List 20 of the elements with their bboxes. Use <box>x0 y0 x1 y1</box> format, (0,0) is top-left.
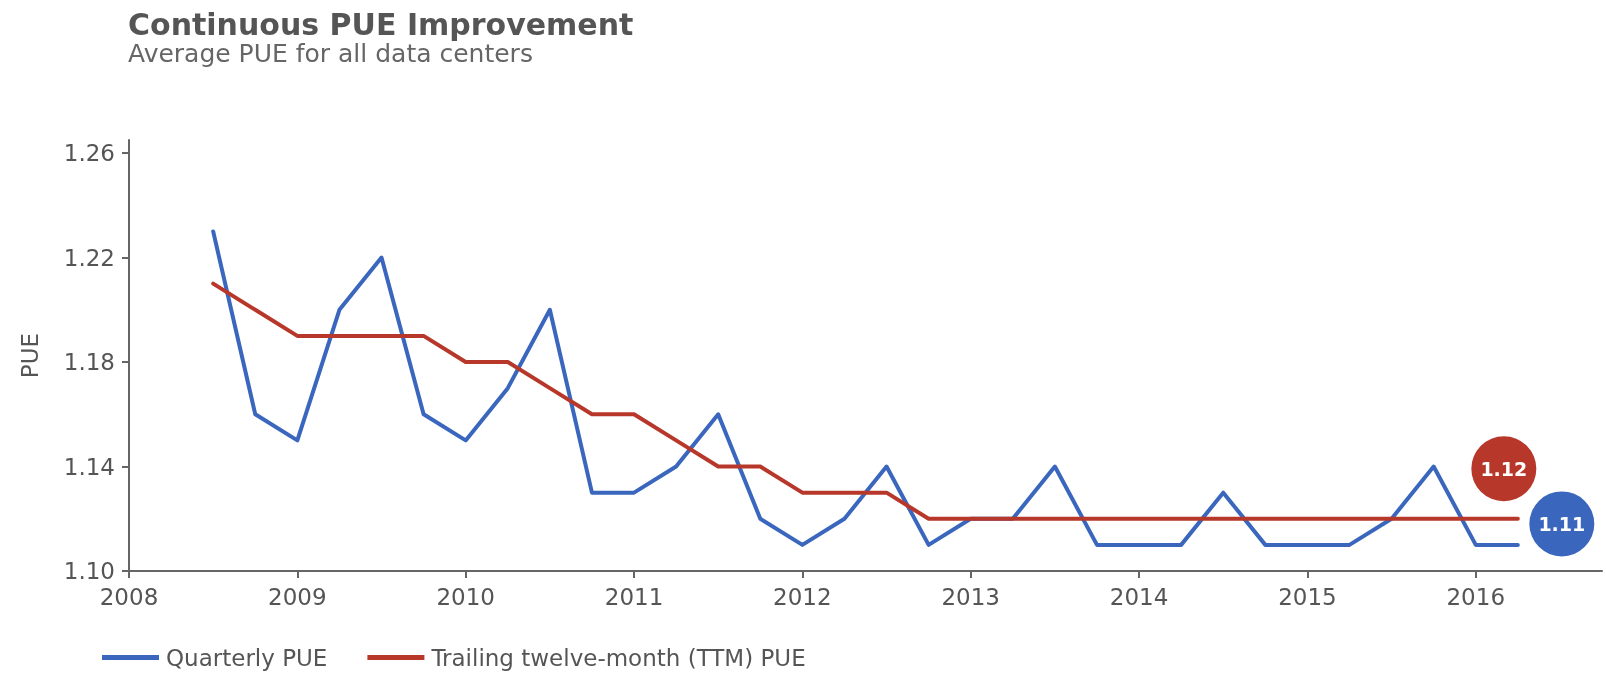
y-tick-label: 1.22 <box>63 244 115 271</box>
x-tick-label: 2010 <box>436 583 495 610</box>
data-label: 1.11 <box>1538 512 1586 535</box>
legend-label: Trailing twelve-month (TTM) PUE <box>430 644 806 671</box>
x-tick-label: 2014 <box>1109 583 1169 610</box>
x-tick-label: 2011 <box>604 583 664 610</box>
y-tick-label: 1.14 <box>63 453 115 480</box>
x-tick-label: 2015 <box>1278 583 1337 610</box>
y-tick-label: 1.18 <box>63 349 115 376</box>
x-tick-label: 2009 <box>268 583 327 610</box>
x-tick-label: 2012 <box>773 583 832 610</box>
x-tick-label: 2016 <box>1446 583 1506 610</box>
x-tick-label: 2008 <box>99 583 159 610</box>
y-tick-label: 1.26 <box>63 140 115 167</box>
y-axis-title: PUE <box>16 332 43 379</box>
legend-label: Quarterly PUE <box>166 644 328 671</box>
y-tick-label: 1.10 <box>63 558 115 584</box>
chart-title: Continuous PUE Improvement <box>128 6 634 42</box>
x-tick-label: 2013 <box>941 583 1000 610</box>
data-label: 1.12 <box>1480 457 1528 480</box>
